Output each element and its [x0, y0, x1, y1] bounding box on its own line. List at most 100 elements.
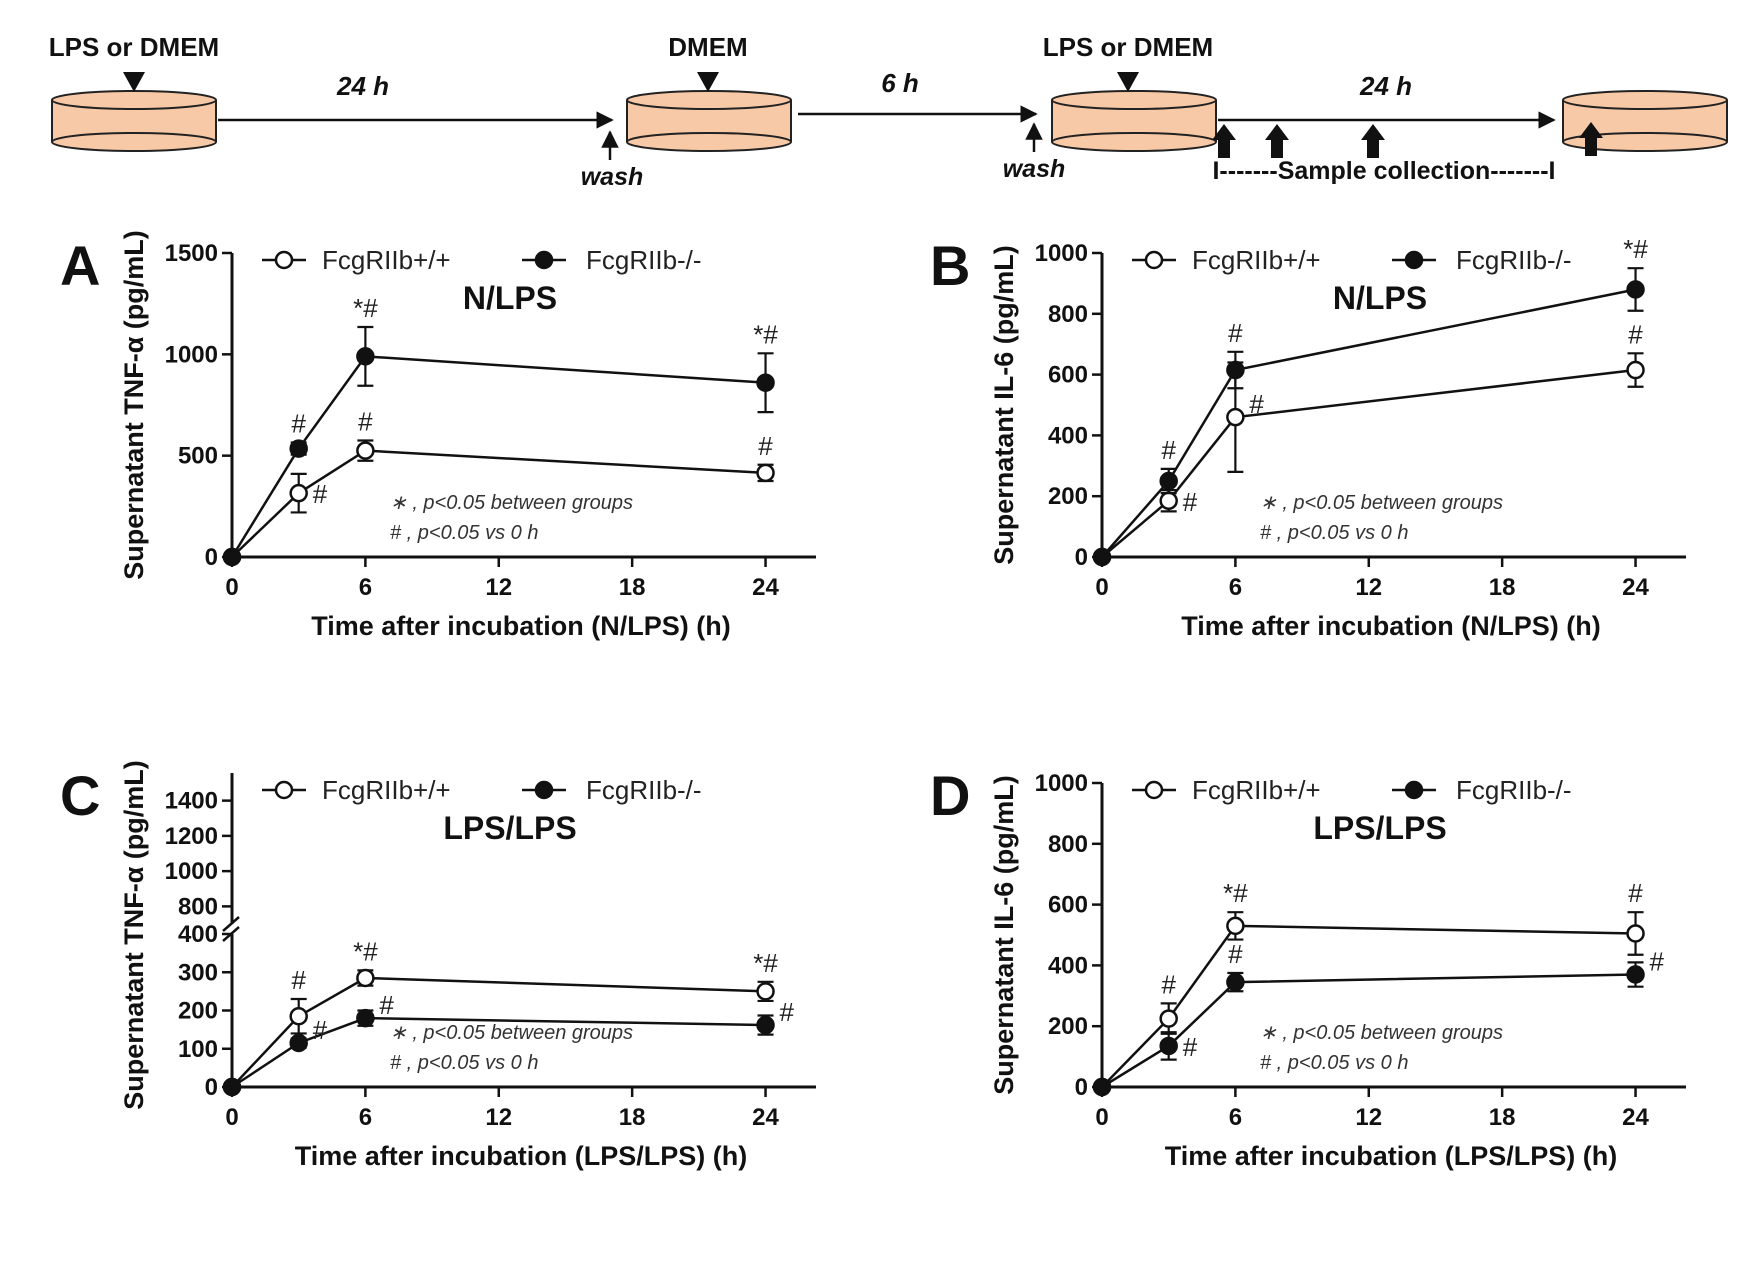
legend-label-ko: FcgRIIb-/-	[1456, 245, 1572, 275]
y-tick-label: 1000	[1035, 240, 1088, 267]
data-point	[1159, 491, 1178, 511]
significance-marker: #	[780, 997, 795, 1027]
x-tick-label: 6	[359, 1104, 372, 1131]
significance-marker: *#	[753, 948, 778, 978]
y-tick-label: 600	[1048, 362, 1088, 389]
y-axis-label: Supernatant TNF-α (pg/mL)	[119, 760, 149, 1110]
chart-title: LPS/LPS	[443, 810, 576, 846]
y-axis-label: Supernatant IL-6 (pg/mL)	[989, 775, 1019, 1095]
x-tick-label: 12	[485, 574, 512, 601]
series-line	[231, 976, 766, 1088]
significance-marker: #	[313, 1015, 328, 1045]
series-line	[1101, 368, 1636, 558]
significance-marker: #	[291, 965, 306, 995]
data-point	[756, 373, 775, 392]
legend: FcgRIIb+/+ FcgRIIb-/-	[1132, 245, 1572, 275]
wash-label-2: wash	[1003, 155, 1066, 183]
x-tick-label: 0	[1095, 574, 1108, 601]
legend: FcgRIIb+/+ FcgRIIb-/-	[1132, 775, 1572, 805]
x-tick-label: 12	[1355, 574, 1382, 601]
step-3-label: LPS or DMEM	[1043, 32, 1213, 62]
data-point	[356, 347, 375, 366]
y-tick-label: 1000	[165, 341, 218, 368]
chart-a: A 0 500 1000 1500 0 6 12 18 24 Time after incubati…	[60, 230, 816, 641]
y-tick-label: 300	[178, 959, 218, 986]
note-between-groups: ∗ , p<0.05 between groups	[390, 1022, 633, 1044]
panel-letter: B	[930, 234, 970, 297]
dish-1	[51, 90, 217, 152]
note-vs-0h: # , p<0.05 vs 0 h	[1260, 522, 1408, 544]
y-tick-label: 0	[1075, 544, 1088, 571]
series-ko: # # #	[1092, 939, 1665, 1097]
significance-marker: *#	[353, 936, 378, 966]
down-triangle-icon	[1117, 72, 1139, 92]
legend: FcgRIIb+/+ FcgRIIb-/-	[262, 245, 702, 275]
up-arrow-icon	[1212, 124, 1236, 158]
data-point	[222, 547, 242, 567]
x-axis-label: Time after incubation (LPS/LPS) (h)	[295, 1141, 748, 1171]
x-tick-label: 12	[1355, 1104, 1382, 1131]
data-point	[1626, 924, 1645, 943]
y-tick-label: 0	[205, 1074, 218, 1101]
step-1-label: LPS or DMEM	[49, 32, 219, 62]
sample-arrows	[1212, 122, 1603, 158]
legend-marker-filled	[1404, 250, 1424, 270]
panel-c: C 0 100 200 300 400 800 1000 1200 1400 0 6 12 18 24 Tim…	[0, 735, 870, 1265]
data-point	[1159, 1009, 1178, 1028]
panel-d: D 0 200 400 600 800 1000 0 6 12 18 24 Time after inc…	[870, 735, 1740, 1265]
significance-marker: #	[1228, 939, 1243, 969]
series-ko: # # #	[222, 990, 795, 1097]
y-axis-label: Supernatant IL-6 (pg/mL)	[989, 245, 1019, 565]
significance-marker: *#	[1623, 234, 1648, 264]
x-tick-label: 24	[752, 1104, 779, 1131]
series-line	[230, 355, 766, 558]
step-2-label: DMEM	[668, 32, 747, 62]
y-tick-label: 0	[205, 544, 218, 571]
panel-letter: C	[60, 764, 100, 827]
significance-marker: #	[1183, 1032, 1198, 1062]
axis-break-mark	[222, 916, 240, 932]
data-point	[1226, 360, 1245, 380]
data-point	[1092, 1077, 1112, 1097]
y-tick-label: 200	[1048, 1013, 1088, 1040]
data-point	[1226, 972, 1245, 992]
significance-marker: #	[1161, 435, 1176, 465]
y-axis-label: Supernatant TNF-α (pg/mL)	[119, 230, 149, 580]
legend-label-wt: FcgRIIb+/+	[322, 775, 451, 805]
chart-title: N/LPS	[463, 280, 557, 316]
significance-marker: *#	[1223, 878, 1248, 908]
x-tick-label: 12	[485, 1104, 512, 1131]
series-ko: ##*#	[1092, 234, 1648, 567]
y-tick-label: 1000	[1035, 770, 1088, 797]
y-tick-label: 1200	[165, 823, 218, 850]
significance-marker: *#	[353, 293, 378, 323]
y-tick-label: 600	[1048, 892, 1088, 919]
legend-marker-filled	[534, 250, 554, 270]
data-point	[356, 968, 375, 988]
significance-marker: #	[379, 990, 394, 1020]
data-point	[1626, 360, 1645, 380]
note-vs-0h: # , p<0.05 vs 0 h	[390, 522, 538, 544]
x-tick-label: 24	[1622, 574, 1649, 601]
note-vs-0h: # , p<0.05 vs 0 h	[390, 1052, 538, 1074]
data-point	[289, 439, 308, 458]
chart-b: B 0 200 400 600 800 1000 0 6 12 18 24 Time after inc…	[930, 234, 1686, 641]
note-vs-0h: # , p<0.05 vs 0 h	[1260, 1052, 1408, 1074]
y-tick-label: 1400	[165, 788, 218, 815]
wash-label-1: wash	[581, 163, 644, 191]
panel-b: B 0 200 400 600 800 1000 0 6 12 18 24 Time after inc…	[870, 205, 1740, 735]
duration-1: 24 h	[336, 71, 389, 101]
series-ko: # *# *#	[222, 293, 778, 567]
note-between-groups: ∗ , p<0.05 between groups	[390, 492, 633, 514]
x-tick-label: 6	[1229, 574, 1242, 601]
y-tick-label: 800	[1048, 301, 1088, 328]
data-point	[1159, 471, 1178, 491]
y-tick-label: 200	[178, 998, 218, 1025]
legend-marker-filled	[534, 780, 554, 800]
legend-label-wt: FcgRIIb+/+	[1192, 245, 1321, 275]
y-tick-label: 400	[1048, 952, 1088, 979]
up-arrow-icon	[1579, 122, 1603, 156]
legend-marker-filled	[1404, 780, 1424, 800]
